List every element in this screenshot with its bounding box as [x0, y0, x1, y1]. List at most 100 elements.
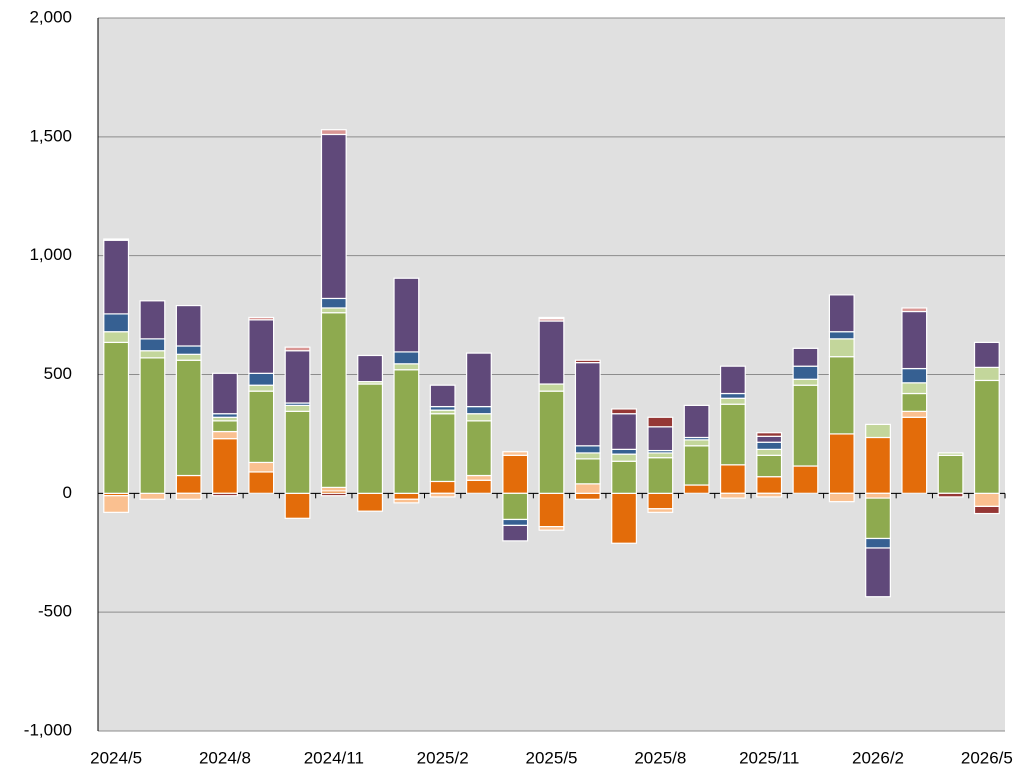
bar-segment	[792, 384, 819, 467]
bar-segment	[248, 316, 275, 321]
bar-segment	[719, 403, 746, 466]
bar-segment	[284, 492, 311, 519]
bar-segment	[973, 341, 1000, 368]
x-tick-label: 2024/8	[199, 748, 251, 767]
bar-segment	[320, 297, 347, 309]
bar-segment	[320, 133, 347, 300]
bar-segment	[937, 492, 964, 498]
bar-segment	[792, 347, 819, 367]
bar-segment	[611, 492, 637, 544]
bar-segment	[466, 479, 492, 494]
bar-segment	[502, 518, 529, 527]
bar-segment	[429, 480, 456, 494]
bar-segment	[393, 351, 420, 365]
bar-segment	[901, 416, 928, 494]
y-tick-label: -1,000	[24, 720, 72, 739]
bar-segment	[139, 492, 166, 500]
bar-segment	[683, 439, 710, 447]
bar-segment	[647, 426, 674, 452]
bar-segment	[756, 476, 783, 494]
bar-segment	[466, 474, 492, 481]
bar-segment	[828, 492, 855, 503]
bar-segment	[538, 390, 565, 494]
bar-segment	[828, 338, 855, 358]
bar-segment	[719, 464, 746, 494]
bar-segment	[973, 492, 1000, 508]
bar-segment	[466, 352, 492, 408]
bar-segment	[212, 492, 238, 497]
bar-segment	[937, 452, 964, 456]
bar-segment	[865, 537, 891, 549]
bar-segment	[466, 420, 492, 477]
bar-segment	[103, 313, 130, 333]
bar-segment	[175, 345, 202, 355]
bar-segment	[792, 465, 819, 494]
bar-segment	[248, 372, 275, 386]
bar-segment	[574, 458, 601, 485]
bar-segment	[574, 362, 601, 447]
bar-segment	[393, 363, 420, 371]
bar-segment	[103, 495, 130, 513]
x-tick-label: 2025/5	[526, 748, 578, 767]
bar-segment	[683, 445, 710, 486]
bar-segment	[574, 452, 601, 460]
bar-segment	[103, 341, 130, 494]
bar-segment	[538, 492, 565, 528]
bar-segment	[828, 433, 855, 494]
bar-segment	[538, 320, 565, 385]
bar-segment	[574, 483, 601, 494]
bar-segment	[756, 454, 783, 478]
bar-segment	[212, 438, 238, 494]
bar-segment	[611, 453, 637, 462]
bar-segment	[647, 508, 674, 513]
bar-segment	[865, 436, 891, 494]
bar-segment	[139, 350, 166, 359]
x-tick-label: 2026/5	[961, 748, 1013, 767]
bar-segment	[248, 390, 275, 464]
bar-segment	[393, 369, 420, 494]
bar-segment	[756, 441, 783, 450]
bar-segment	[647, 492, 674, 510]
bar-segment	[611, 408, 637, 415]
bar-segment	[284, 404, 311, 412]
bar-segment	[973, 505, 1000, 515]
bar-segment	[357, 383, 384, 494]
bar-segment	[284, 410, 311, 494]
bar-segment	[901, 410, 928, 418]
bar-segment	[284, 346, 311, 352]
y-tick-label: 1,000	[29, 245, 72, 264]
bar-segment	[719, 365, 746, 395]
bar-segment	[175, 304, 202, 347]
y-tick-label: 500	[44, 364, 72, 383]
bar-segment	[973, 379, 1000, 494]
bar-segment	[103, 331, 130, 344]
bar-segment	[320, 312, 347, 488]
bar-segment	[357, 354, 384, 383]
bar-segment	[756, 432, 783, 437]
x-tick-label: 2025/2	[417, 748, 469, 767]
bar-segment	[719, 392, 746, 399]
bar-segment	[466, 413, 492, 422]
bar-segment	[429, 492, 456, 498]
bar-segment	[502, 524, 529, 542]
y-tick-label: -500	[38, 602, 72, 621]
bar-segment	[865, 423, 891, 439]
bar-segment	[574, 445, 601, 454]
bar-segment	[103, 239, 130, 315]
bar-segment	[901, 307, 928, 313]
bar-segment	[792, 378, 819, 386]
bar-segment	[647, 416, 674, 428]
bar-segment	[828, 331, 855, 340]
bar-segment	[901, 382, 928, 395]
bar-segment	[973, 366, 1000, 382]
bar-segment	[393, 492, 420, 500]
bar-segment	[175, 474, 202, 494]
bar-segment	[357, 492, 384, 512]
bar-segment	[574, 359, 601, 364]
bar-segment	[139, 357, 166, 494]
bar-segment	[393, 277, 420, 353]
x-tick-label: 2025/11	[739, 748, 799, 767]
bar-segment	[611, 460, 637, 494]
bar-segment	[139, 300, 166, 340]
